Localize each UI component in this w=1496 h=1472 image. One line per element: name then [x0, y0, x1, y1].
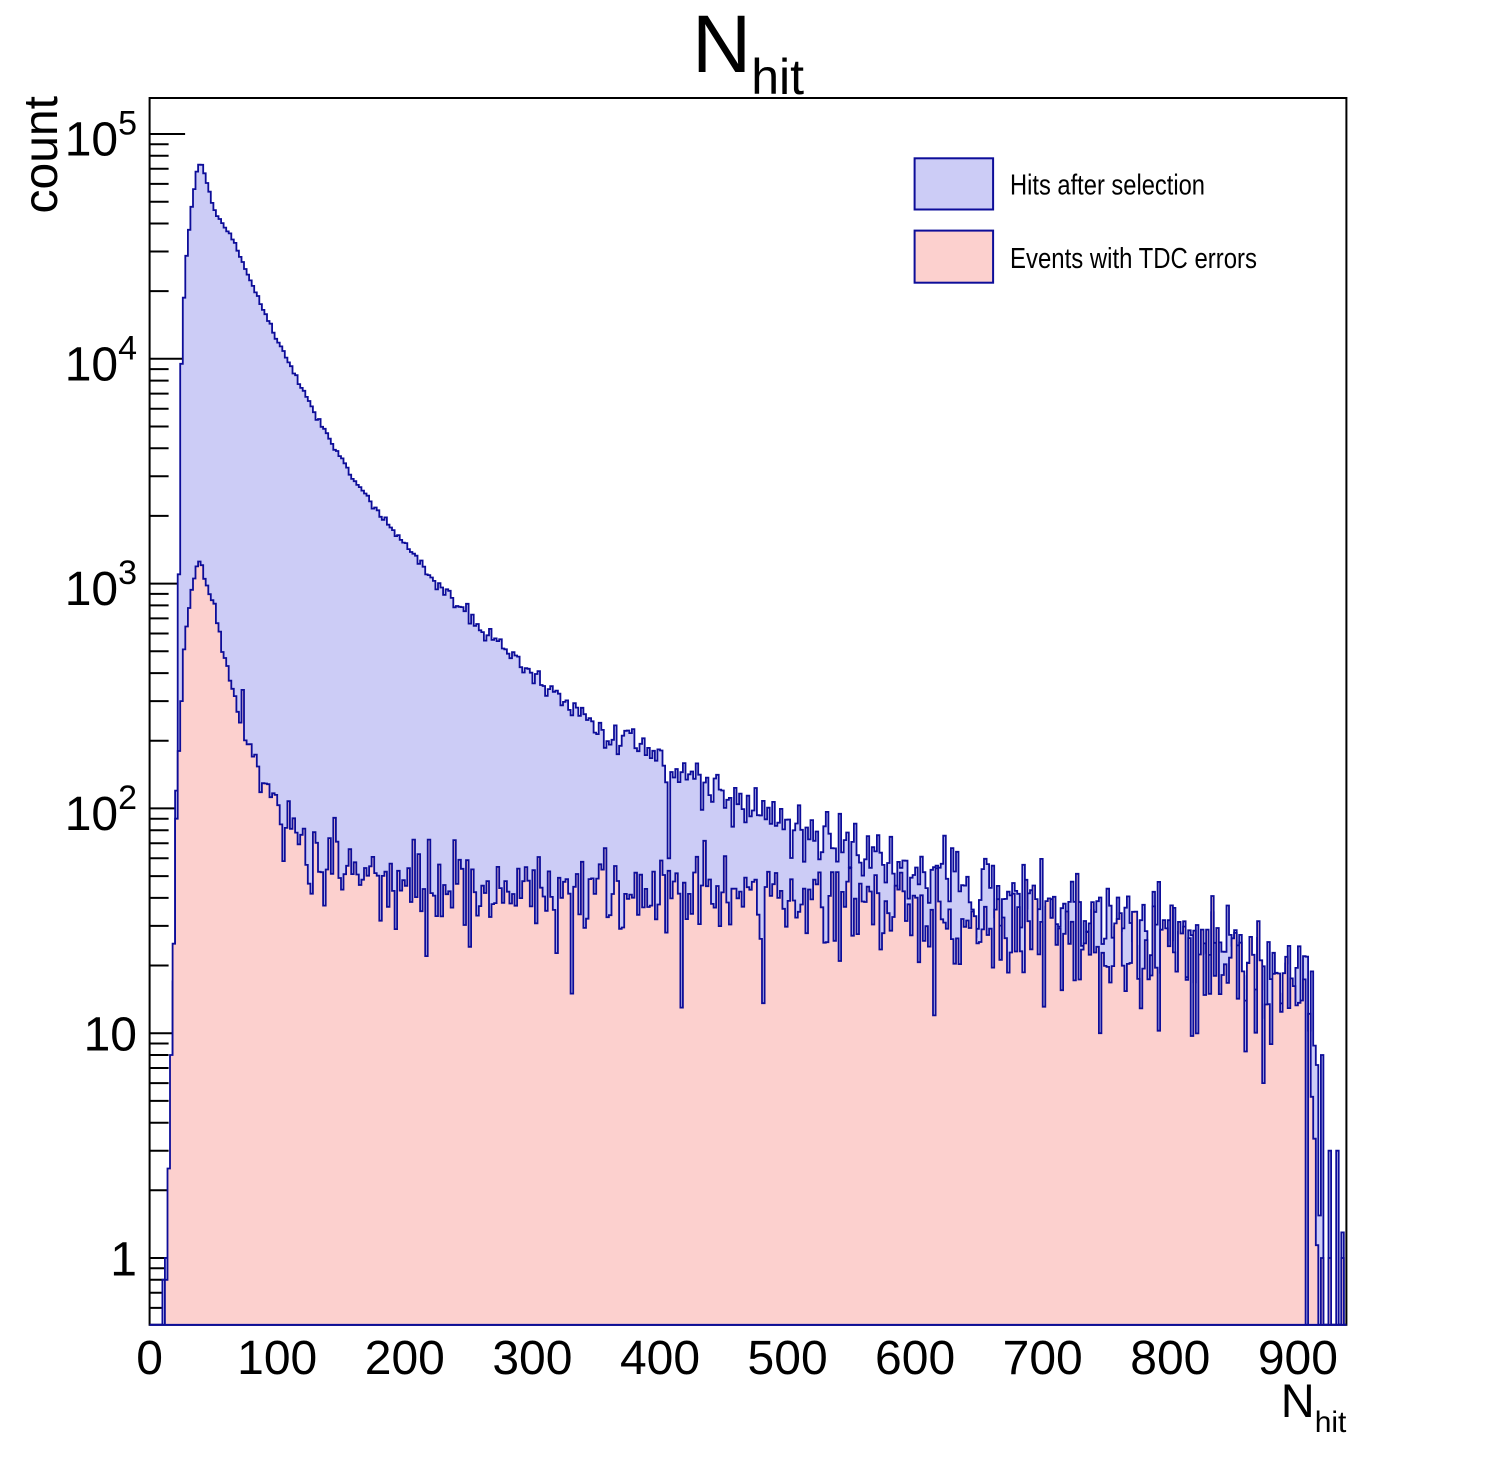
svg-text:300: 300 [492, 1332, 572, 1385]
svg-text:Hits after selection: Hits after selection [1010, 170, 1205, 202]
svg-text:400: 400 [620, 1332, 700, 1385]
svg-text:100: 100 [237, 1332, 317, 1385]
svg-text:Events with TDC errors: Events with TDC errors [1010, 243, 1257, 275]
svg-text:200: 200 [365, 1332, 445, 1385]
svg-text:900: 900 [1258, 1332, 1338, 1385]
svg-text:500: 500 [748, 1332, 828, 1385]
svg-text:700: 700 [1003, 1332, 1083, 1385]
svg-text:800: 800 [1130, 1332, 1210, 1385]
svg-text:10: 10 [84, 1009, 137, 1062]
svg-text:1: 1 [110, 1234, 137, 1287]
svg-text:0: 0 [136, 1332, 163, 1385]
svg-text:600: 600 [875, 1332, 955, 1385]
svg-text:count: count [15, 96, 68, 213]
